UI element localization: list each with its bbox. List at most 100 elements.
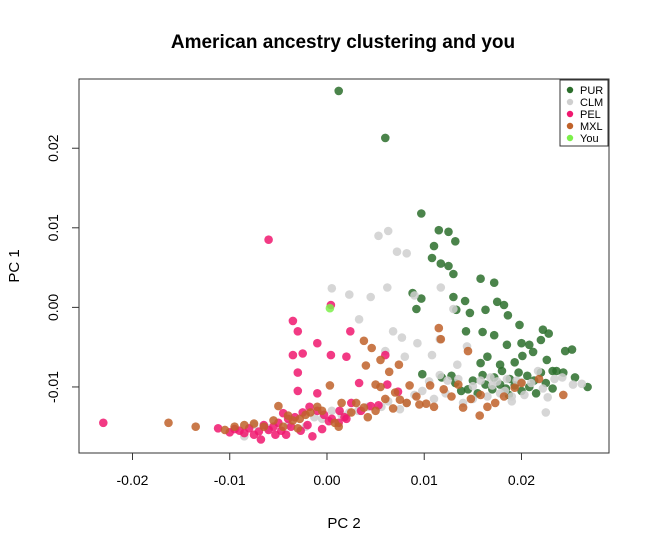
point-clm [568,380,578,389]
point-clm [453,360,462,370]
point-mxl [361,361,371,370]
point-clm [410,291,419,300]
legend-label-you: You [580,133,599,145]
point-mxl [425,381,435,390]
point-clm [468,381,478,391]
point-pel [293,368,303,377]
point-pur [381,133,390,143]
point-mxl [415,400,424,409]
point-mxl [325,381,335,390]
point-pel [99,418,108,428]
point-pur [542,355,552,365]
point-mxl [388,404,398,413]
legend-marker-mxl [566,122,574,130]
point-pel [335,406,344,416]
point-pel [293,386,303,396]
legend-label-mxl: MXL [580,121,603,133]
point-pur [418,369,427,379]
plot-frame [78,78,610,454]
point-clm [354,315,364,324]
point-mxl [483,402,492,412]
legend-label-clm: CLM [580,97,603,109]
point-clm [520,390,529,400]
point-pur [502,340,512,350]
point-pur [570,373,580,382]
series-mxl [164,323,568,435]
point-mxl [559,390,568,400]
point-pur [497,366,507,376]
point-mxl [191,422,200,432]
point-pur [492,297,502,307]
point-pel [383,380,392,389]
point-mxl [359,403,369,412]
point-mxl [402,398,412,408]
point-mxl [230,422,239,432]
point-pur [523,371,532,381]
point-pur [412,304,421,314]
point-mxl [429,402,439,412]
point-pur [510,358,519,367]
point-clm [435,370,445,380]
point-pel [298,349,308,358]
point-pur [531,389,541,398]
point-mxl [384,367,394,377]
point-clm [538,384,548,393]
point-pur [417,209,426,218]
point-clm [327,284,337,293]
point-pur [544,329,553,338]
point-pel [288,350,298,360]
point-mxl [301,410,310,420]
point-mxl [337,398,346,408]
point-mxl [334,422,344,432]
point-mxl [359,336,369,346]
point-clm [449,304,458,314]
point-clm [577,379,587,389]
y-tick-label: 0.01 [45,214,61,241]
points-layer [99,86,592,444]
point-pur [536,335,546,345]
point-mxl [454,380,463,389]
point-clm [418,386,427,396]
point-clm [550,374,559,384]
point-pel [346,327,355,336]
point-pel [293,327,303,336]
point-mxl [249,419,259,428]
point-pur [515,320,524,330]
point-pur [478,327,487,337]
point-clm [502,374,512,384]
point-mxl [439,385,449,394]
point-pur [489,278,499,288]
point-clm [483,392,492,401]
point-pur [560,346,570,356]
point-mxl [313,402,322,412]
point-pel [256,435,266,444]
point-clm [558,373,567,382]
point-mxl [476,390,485,400]
legend-label-pur: PUR [580,85,603,97]
point-pur [461,327,471,336]
point-mxl [278,422,288,432]
point-pel [354,378,364,388]
legend-marker-clm [566,98,574,106]
chart-title: American ancestry clustering and you [171,32,515,53]
point-mxl [240,420,249,430]
point-mxl [405,381,414,390]
y-tick-label: -0.01 [45,371,61,403]
point-pur [489,330,499,340]
point-mxl [463,346,473,356]
point-clm [476,376,485,385]
point-pel [313,389,322,398]
point-pel [326,350,336,360]
point-clm [533,366,543,376]
point-mxl [510,383,519,393]
point-pur [460,296,470,306]
x-tick-label: -0.02 [117,472,149,488]
point-pel [342,352,351,362]
point-mxl [517,378,526,388]
point-clm [526,378,536,388]
point-pur [436,259,446,268]
legend-marker-you [566,134,574,142]
point-pur [483,352,492,362]
point-mxl [534,374,544,384]
point-mxl [363,412,373,422]
